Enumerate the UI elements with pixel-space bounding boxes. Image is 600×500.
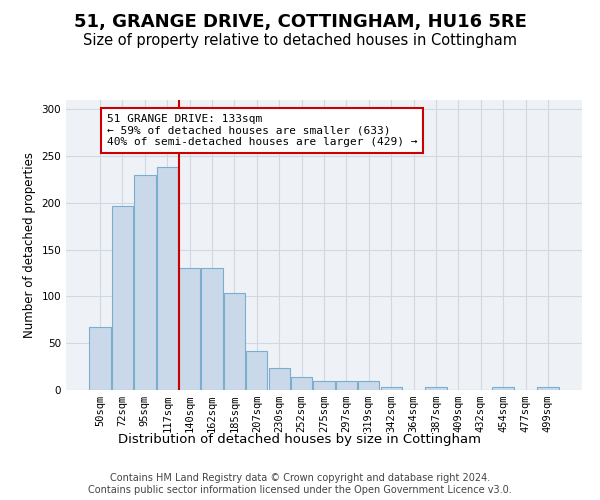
Text: 51, GRANGE DRIVE, COTTINGHAM, HU16 5RE: 51, GRANGE DRIVE, COTTINGHAM, HU16 5RE (74, 12, 526, 30)
Text: Distribution of detached houses by size in Cottingham: Distribution of detached houses by size … (119, 432, 482, 446)
Text: Contains HM Land Registry data © Crown copyright and database right 2024.
Contai: Contains HM Land Registry data © Crown c… (88, 474, 512, 495)
Bar (157, 168, 178, 390)
Bar (269, 368, 290, 390)
Bar (179, 268, 200, 390)
Bar (89, 328, 111, 390)
Bar (358, 380, 379, 390)
Bar (493, 387, 514, 390)
Bar (313, 380, 335, 390)
Bar (537, 387, 559, 390)
Bar (336, 380, 357, 390)
Bar (246, 350, 268, 390)
Bar (112, 206, 133, 390)
Bar (425, 387, 446, 390)
Y-axis label: Number of detached properties: Number of detached properties (23, 152, 36, 338)
Bar (202, 268, 223, 390)
Text: 51 GRANGE DRIVE: 133sqm
← 59% of detached houses are smaller (633)
40% of semi-d: 51 GRANGE DRIVE: 133sqm ← 59% of detache… (107, 114, 418, 147)
Bar (134, 175, 155, 390)
Bar (380, 387, 402, 390)
Text: Size of property relative to detached houses in Cottingham: Size of property relative to detached ho… (83, 32, 517, 48)
Bar (224, 292, 245, 390)
Bar (291, 377, 312, 390)
